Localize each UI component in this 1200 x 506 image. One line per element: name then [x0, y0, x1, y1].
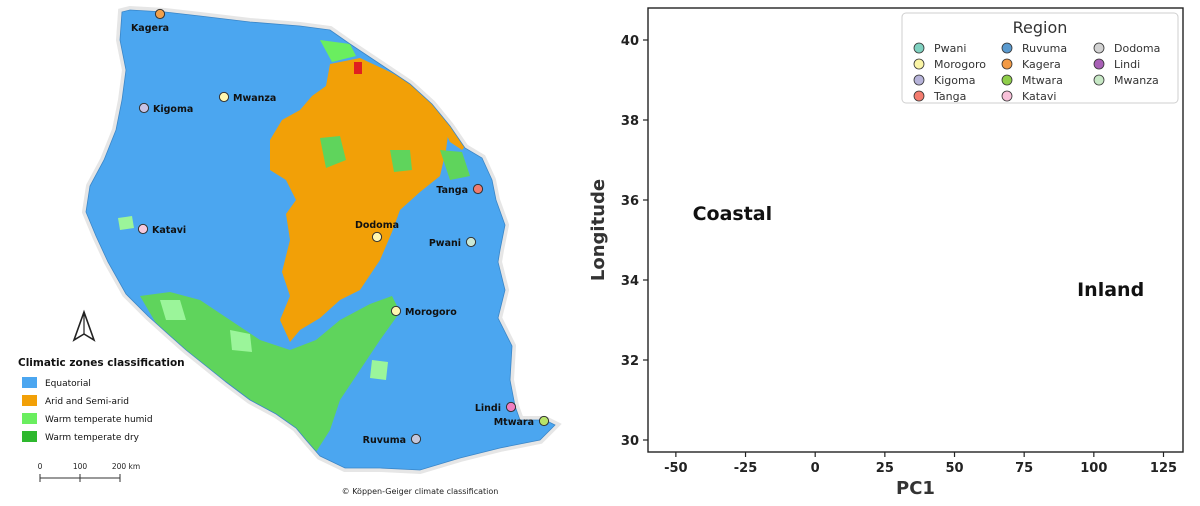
annotation-inland: Inland	[1077, 279, 1144, 301]
legend-entry-ruvuma: Ruvuma	[1022, 42, 1067, 55]
city-label-mtwara: Mtwara	[494, 417, 534, 428]
map-legend: Equatorial Arid and Semi-arid Warm tempera…	[22, 377, 153, 443]
city-label-dodoma: Dodoma	[355, 220, 399, 231]
pca-scatter-panel: -50 -25 0 25 50 75 100 125 30 32 34 36 38 40 PC1 Long…	[588, 0, 1200, 502]
city-marker-lindi	[505, 401, 517, 413]
legend-marker-morogoro	[913, 58, 925, 70]
pca-scatter-chart: -50 -25 0 25 50 75 100 125 30 32 34 36 38 40 PC1 Long…	[588, 7, 1184, 499]
legend-label-arid-and-semi-arid: Arid and Semi-arid	[45, 397, 129, 407]
humid-patch-2	[230, 330, 252, 352]
city-label-lindi: Lindi	[475, 403, 501, 414]
north-arrow-icon	[72, 309, 96, 342]
legend-entry-tanga: Tanga	[933, 90, 966, 103]
city-marker-kagera	[154, 8, 166, 20]
x-tick-label: 125	[1150, 461, 1177, 476]
scale-tick-100: 100	[73, 462, 88, 471]
x-tick-label: -25	[734, 461, 758, 476]
legend-swatch-arid-and-semi-arid	[22, 395, 37, 406]
legend-entry-morogoro: Morogoro	[934, 58, 986, 71]
legend-entry-katavi: Katavi	[1022, 90, 1056, 103]
legend-entry-kigoma: Kigoma	[934, 74, 975, 87]
legend-marker-dodoma	[1093, 42, 1105, 54]
legend-entry-lindi: Lindi	[1114, 58, 1140, 71]
x-tick-label: 25	[876, 461, 894, 476]
y-tick-label: 36	[621, 194, 639, 209]
y-tick-label: 34	[621, 274, 639, 289]
chart-legend: Region Pwani Morogoro Kigoma Tanga Ruvuma Kage…	[901, 12, 1179, 104]
legend-swatch-equatorial	[22, 377, 37, 388]
city-label-tanga: Tanga	[436, 185, 468, 196]
city-label-pwani: Pwani	[429, 238, 461, 249]
scale-tick-0: 0	[38, 462, 43, 471]
legend-title: Region	[1013, 18, 1068, 37]
city-label-morogoro: Morogoro	[405, 307, 457, 318]
city-marker-mtwara	[538, 415, 550, 427]
legend-entry-dodoma: Dodoma	[1114, 42, 1160, 55]
humid-patch-west	[118, 216, 134, 230]
y-tick-label: 32	[621, 354, 639, 369]
humid-zone-center	[320, 136, 346, 168]
city-label-kagera: Kagera	[131, 23, 169, 34]
legend-swatch-warm-temperate-humid	[22, 413, 37, 424]
legend-entry-pwani: Pwani	[934, 42, 966, 55]
legend-marker-mwanza	[1093, 74, 1105, 86]
legend-marker-mtwara	[1001, 74, 1013, 86]
legend-marker-pwani	[913, 42, 925, 54]
x-tick-label: 0	[811, 461, 820, 476]
city-label-kigoma: Kigoma	[153, 104, 193, 115]
map-credit: © Köppen-Geiger climate classification	[342, 487, 499, 496]
legend-label-warm-temperate-humid: Warm temperate humid	[45, 415, 153, 425]
city-marker-ruvuma	[410, 433, 422, 445]
scale-bar: 0 100 200 km	[38, 462, 140, 482]
legend-marker-ruvuma	[1001, 42, 1013, 54]
legend-entry-mtwara: Mtwara	[1022, 74, 1063, 87]
city-marker-katavi	[137, 223, 149, 235]
legend-marker-lindi	[1093, 58, 1105, 70]
city-marker-kigoma	[138, 102, 150, 114]
humid-patch-1	[160, 300, 186, 320]
humid-zone-east	[440, 150, 470, 180]
legend-label-equatorial: Equatorial	[45, 379, 91, 389]
city-marker-morogoro	[390, 305, 402, 317]
city-marker-pwani	[465, 236, 477, 248]
legend-label-warm-temperate-dry: Warm temperate dry	[45, 433, 140, 443]
humid-patch-3	[370, 360, 388, 380]
x-axis-label: PC1	[896, 478, 935, 499]
legend-swatch-warm-temperate-dry	[22, 431, 37, 442]
y-tick-label: 38	[621, 114, 639, 129]
x-tick-label: 75	[1015, 461, 1033, 476]
legend-marker-katavi	[1001, 90, 1013, 102]
climate-map: Kagera Kigoma Mwanza Tanga Katavi Dodoma Pwani…	[18, 0, 590, 496]
x-tick-label: 100	[1080, 461, 1107, 476]
annotations: Coastal Inland	[693, 203, 1145, 301]
humid-zone-south	[140, 292, 400, 452]
legend-marker-kagera	[1001, 58, 1013, 70]
y-tick-label: 40	[621, 34, 639, 49]
legend-entry-kagera: Kagera	[1022, 58, 1061, 71]
legend-title: Climatic zones classification	[18, 357, 185, 369]
humid-zone-north	[320, 40, 356, 62]
y-tick-label: 30	[621, 434, 639, 449]
legend-marker-tanga	[913, 90, 925, 102]
legend-entry-mwanza: Mwanza	[1114, 74, 1159, 87]
scale-tick-200: 200 km	[112, 462, 140, 471]
city-label-katavi: Katavi	[152, 225, 186, 236]
y-axis-label: Longitude	[590, 179, 609, 281]
humid-zone-center-2	[390, 150, 412, 172]
x-tick-label: 50	[945, 461, 963, 476]
city-label-mwanza: Mwanza	[233, 93, 276, 104]
city-label-ruvuma: Ruvuma	[363, 435, 406, 446]
city-marker-tanga	[472, 183, 484, 195]
legend-marker-kigoma	[913, 74, 925, 86]
city-marker-mwanza	[218, 91, 230, 103]
arid-zone	[270, 58, 450, 342]
x-tick-label: -50	[664, 461, 688, 476]
hot-spot	[354, 62, 362, 74]
climate-map-panel: Kagera Kigoma Mwanza Tanga Katavi Dodoma Pwani…	[0, 0, 590, 502]
legend-box	[901, 12, 1179, 104]
annotation-coastal: Coastal	[693, 203, 773, 225]
city-markers: Kagera Kigoma Mwanza Tanga Katavi Dodoma Pwani…	[131, 8, 550, 446]
city-marker-dodoma	[371, 231, 383, 243]
